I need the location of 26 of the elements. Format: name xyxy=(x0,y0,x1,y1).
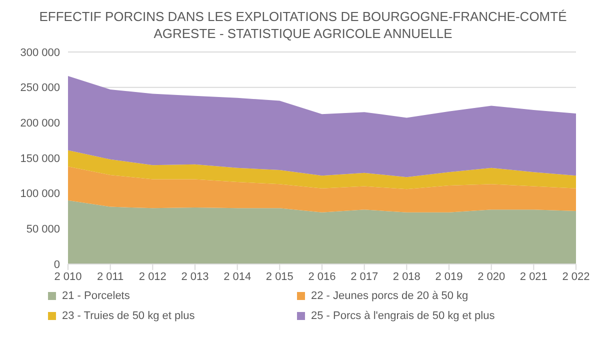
x-tick-label: 2 020 xyxy=(478,270,506,283)
y-tick-label: 150 000 xyxy=(20,152,60,165)
y-tick-label: 250 000 xyxy=(20,82,60,94)
chart-subtitle: AGRESTE - STATISTIQUE AGRICOLE ANNUELLE xyxy=(152,25,454,42)
x-tick-label: 2 011 xyxy=(96,270,124,283)
legend-label: 25 - Porcs à l'engrais de 50 kg et plus xyxy=(311,310,495,322)
x-tick-label: 2 019 xyxy=(435,270,463,283)
x-tick-label: 2 014 xyxy=(224,270,252,283)
legend-label: 21 - Porcelets xyxy=(62,290,130,302)
x-tick-label: 2 022 xyxy=(562,270,590,283)
y-tick-label: 300 000 xyxy=(20,46,60,59)
legend-label: 22 - Jeunes porcs de 20 à 50 kg xyxy=(311,290,468,302)
x-tick-label: 2 010 xyxy=(54,270,82,283)
x-tick-label: 2 018 xyxy=(392,270,420,283)
x-tick-label: 2 021 xyxy=(520,270,548,283)
chart-title: EFFECTIF PORCINS DANS LES EXPLOITATIONS DE BOURGOGNE-FRANCHE-COMTÉ xyxy=(38,8,568,25)
x-tick-label: 2 013 xyxy=(181,270,209,283)
y-tick-label: 200 000 xyxy=(20,118,60,130)
y-tick-label: 50 000 xyxy=(26,224,60,236)
x-tick-label: 2 016 xyxy=(308,270,336,283)
x-tick-label: 2 017 xyxy=(350,270,378,283)
legend-label: 23 - Truies de 50 kg et plus xyxy=(62,310,195,322)
x-tick-label: 2 012 xyxy=(138,270,166,283)
y-tick-label: 100 000 xyxy=(20,188,60,200)
y-tick-label: 0 xyxy=(54,258,60,271)
x-tick-label: 2 015 xyxy=(266,270,294,283)
